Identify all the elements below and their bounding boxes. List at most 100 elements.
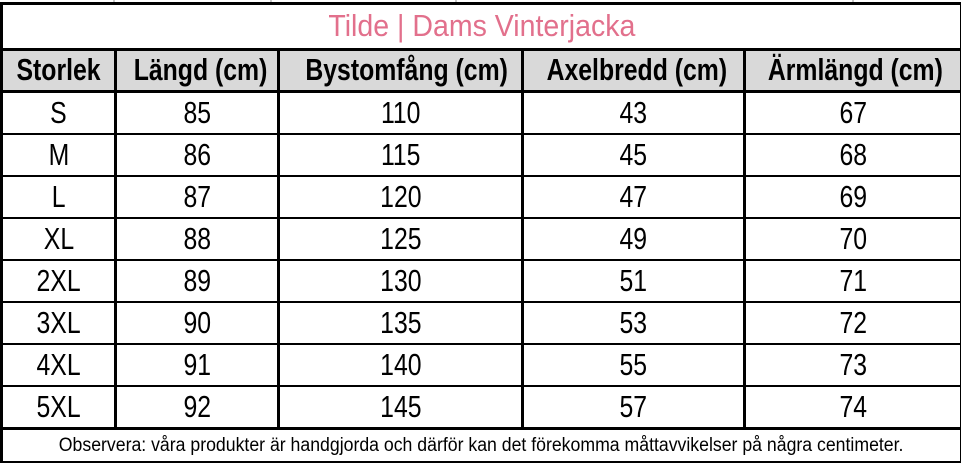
chart-title: Tilde | Dams Vinterjacka <box>328 8 636 44</box>
cell-size: L <box>0 175 117 219</box>
column-header-storlek: Storlek <box>0 48 117 93</box>
cell-value: 130 <box>379 262 422 298</box>
cell-value: 145 <box>379 388 422 424</box>
cell-bust: 125 <box>277 217 524 261</box>
column-header-label: Storlek <box>16 52 101 88</box>
table-row-m: M 86 115 45 68 <box>0 133 961 177</box>
cell-sleeve: 72 <box>742 301 961 345</box>
table-row-xl: XL 88 125 49 70 <box>0 217 961 261</box>
cell-value: M <box>48 136 69 172</box>
cell-value: 45 <box>619 136 648 172</box>
cell-value: 92 <box>183 388 211 424</box>
cell-value: 74 <box>839 388 867 424</box>
cell-size: 3XL <box>0 301 117 345</box>
table-title-cell: Tilde | Dams Vinterjacka <box>0 2 961 51</box>
cell-shoulder: 51 <box>521 259 746 303</box>
cell-value: 3XL <box>36 304 81 340</box>
cell-value: 55 <box>619 346 648 382</box>
column-header-axelbredd: Axelbredd (cm) <box>521 48 746 93</box>
cell-bust: 140 <box>277 343 524 387</box>
cell-length: 85 <box>114 90 280 135</box>
cell-shoulder: 45 <box>521 133 746 177</box>
cell-bust: 130 <box>277 259 524 303</box>
cell-value: 51 <box>619 262 648 298</box>
cell-value: 67 <box>839 94 867 130</box>
cell-length: 89 <box>114 259 280 303</box>
cell-value: 49 <box>619 220 648 256</box>
cell-value: 72 <box>839 304 867 340</box>
cell-value: 120 <box>379 178 422 214</box>
footer-note: Observera: våra produkter är handgjorda … <box>59 434 904 456</box>
cell-sleeve: 67 <box>742 90 961 135</box>
cell-sleeve: 74 <box>742 385 961 430</box>
table-row-3xl: 3XL 90 135 53 72 <box>0 301 961 345</box>
cell-shoulder: 47 <box>521 175 746 219</box>
cell-length: 86 <box>114 133 280 177</box>
cell-value: 57 <box>619 388 648 424</box>
cell-value: 125 <box>379 220 422 256</box>
cell-value: 43 <box>619 94 648 130</box>
column-header-label: Axelbredd (cm) <box>546 52 728 88</box>
table-row-l: L 87 120 47 69 <box>0 175 961 219</box>
cell-value: 70 <box>839 220 867 256</box>
cell-value: 68 <box>839 136 867 172</box>
table-row-s: S 85 110 43 67 <box>0 90 961 135</box>
cell-value: 90 <box>183 304 211 340</box>
table-header-row: Storlek Längd (cm) Bystomfång (cm) Axelb… <box>0 48 961 93</box>
cell-value: 4XL <box>36 346 81 382</box>
gridline-stub <box>455 0 457 3</box>
column-header-label: Ärmlängd (cm) <box>767 52 943 88</box>
cell-value: 53 <box>619 304 648 340</box>
cell-value: 86 <box>183 136 211 172</box>
cell-bust: 110 <box>277 90 524 135</box>
cell-value: 69 <box>839 178 867 214</box>
cell-value: 110 <box>380 94 421 130</box>
cell-sleeve: 73 <box>742 343 961 387</box>
cell-value: 73 <box>839 346 867 382</box>
title-row: Tilde | Dams Vinterjacka <box>0 2 961 51</box>
cell-length: 90 <box>114 301 280 345</box>
cell-bust: 115 <box>277 133 524 177</box>
table-row-5xl: 5XL 92 145 57 74 <box>0 385 961 430</box>
cell-value: 88 <box>183 220 211 256</box>
cell-sleeve: 70 <box>742 217 961 261</box>
cell-bust: 145 <box>277 385 524 430</box>
cell-shoulder: 49 <box>521 217 746 261</box>
cell-length: 88 <box>114 217 280 261</box>
gridline-stub <box>852 0 854 3</box>
cell-size: M <box>0 133 117 177</box>
footer-row: Observera: våra produkter är handgjorda … <box>0 427 961 463</box>
cell-value: 89 <box>183 262 211 298</box>
cell-shoulder: 55 <box>521 343 746 387</box>
cell-size: S <box>0 90 117 135</box>
cell-value: L <box>51 178 66 214</box>
cell-value: 5XL <box>36 388 81 424</box>
cell-value: 91 <box>183 346 211 382</box>
cell-length: 92 <box>114 385 280 430</box>
column-header-armlangd: Ärmlängd (cm) <box>742 48 961 93</box>
cell-length: 87 <box>114 175 280 219</box>
cell-value: S <box>50 94 67 130</box>
column-header-bystomfang: Bystomfång (cm) <box>277 48 524 93</box>
cell-shoulder: 43 <box>521 90 746 135</box>
cell-sleeve: 69 <box>742 175 961 219</box>
footer-note-cell: Observera: våra produkter är handgjorda … <box>0 427 961 463</box>
cell-size: XL <box>0 217 117 261</box>
cell-size: 5XL <box>0 385 117 430</box>
cell-value: 135 <box>379 304 422 340</box>
cell-bust: 120 <box>277 175 524 219</box>
cell-value: 87 <box>183 178 211 214</box>
cell-bust: 135 <box>277 301 524 345</box>
column-header-langd: Längd (cm) <box>114 48 280 93</box>
cell-size: 4XL <box>0 343 117 387</box>
gridline-stub <box>113 0 115 3</box>
cell-shoulder: 57 <box>521 385 746 430</box>
cell-value: 71 <box>839 262 867 298</box>
cell-value: 47 <box>619 178 648 214</box>
cell-length: 91 <box>114 343 280 387</box>
column-header-label: Längd (cm) <box>133 52 268 88</box>
gridline-stub <box>270 0 272 3</box>
cell-value: 115 <box>380 136 421 172</box>
cell-value: 2XL <box>36 262 81 298</box>
